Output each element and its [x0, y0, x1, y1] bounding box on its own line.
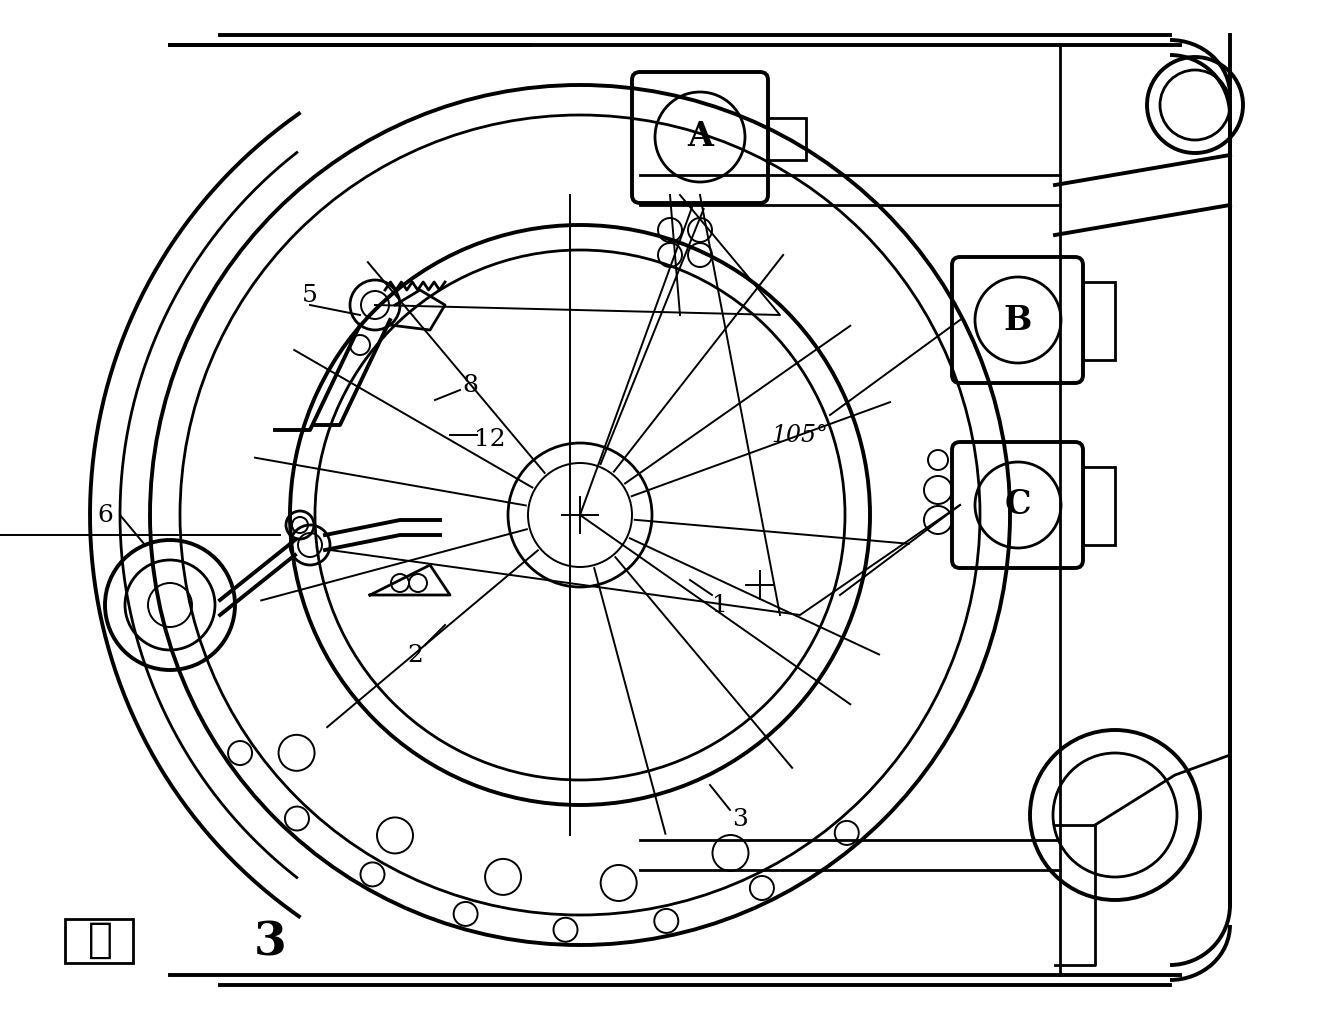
Bar — [65, 919, 133, 964]
Text: B: B — [1003, 303, 1032, 336]
Bar — [1082, 282, 1115, 360]
Text: 105°: 105° — [772, 423, 829, 447]
Text: 3: 3 — [733, 809, 748, 831]
Bar — [768, 118, 807, 160]
Text: C: C — [1005, 489, 1031, 522]
Text: 图: 图 — [87, 919, 112, 961]
Text: 8: 8 — [462, 373, 478, 397]
Bar — [1082, 467, 1115, 545]
Text: 12: 12 — [474, 428, 506, 451]
Text: 5: 5 — [302, 284, 318, 306]
Text: A: A — [688, 121, 713, 154]
Text: 1: 1 — [711, 593, 727, 616]
Text: 2: 2 — [407, 644, 422, 666]
Text: 3: 3 — [253, 920, 286, 966]
Text: 6: 6 — [98, 503, 114, 527]
